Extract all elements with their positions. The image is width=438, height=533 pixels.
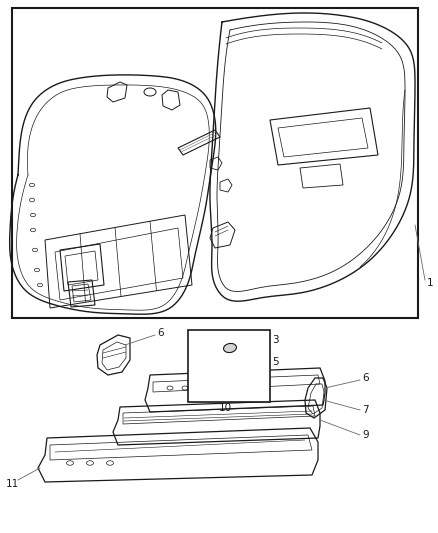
Text: 1: 1: [427, 278, 434, 288]
Text: 7: 7: [362, 405, 369, 415]
Text: 5: 5: [272, 357, 279, 367]
Ellipse shape: [223, 343, 237, 352]
Bar: [188, 330, 270, 402]
Text: 6: 6: [157, 328, 164, 338]
Text: 6: 6: [362, 373, 369, 383]
Polygon shape: [210, 357, 238, 382]
Text: 10: 10: [219, 403, 232, 413]
Text: 3: 3: [272, 335, 279, 345]
Text: 11: 11: [6, 479, 19, 489]
Bar: [12, 8, 418, 318]
Text: 9: 9: [362, 430, 369, 440]
